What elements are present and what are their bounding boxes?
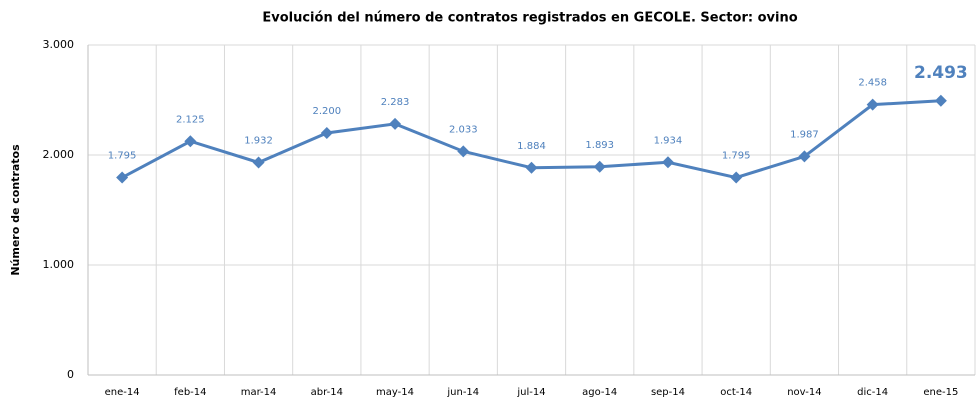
marker bbox=[866, 98, 879, 111]
data-label: 1.795 bbox=[722, 151, 751, 162]
x-tick-label: ene-14 bbox=[105, 387, 140, 398]
marker bbox=[798, 150, 811, 163]
data-label: 2.200 bbox=[312, 106, 341, 117]
data-label: 1.932 bbox=[244, 135, 273, 146]
y-tick-label: 3.000 bbox=[43, 38, 75, 51]
data-label: 1.934 bbox=[654, 135, 683, 146]
x-tick-label: may-14 bbox=[376, 387, 414, 398]
x-tick-label: abr-14 bbox=[311, 387, 343, 398]
marker bbox=[184, 135, 197, 148]
x-tick-label: ene-15 bbox=[923, 387, 958, 398]
x-tick-label: jul-14 bbox=[516, 387, 545, 398]
data-label: 2.033 bbox=[449, 124, 478, 135]
y-tick-label: 0 bbox=[67, 368, 74, 381]
data-label: 2.125 bbox=[176, 114, 205, 125]
marker bbox=[320, 127, 333, 139]
data-label: 1.987 bbox=[790, 129, 819, 140]
data-label: 2.493 bbox=[914, 63, 968, 83]
data-label: 1.884 bbox=[517, 141, 546, 152]
y-tick-label: 2.000 bbox=[43, 148, 75, 161]
marker bbox=[730, 171, 743, 184]
marker bbox=[661, 156, 674, 169]
chart-title: Evolución del número de contratos regist… bbox=[262, 11, 797, 26]
y-axis-label: Número de contratos bbox=[9, 144, 22, 276]
data-label: 2.283 bbox=[381, 97, 410, 108]
data-label: 2.458 bbox=[858, 78, 887, 89]
marker bbox=[252, 156, 265, 169]
x-tick-label: feb-14 bbox=[174, 387, 206, 398]
marker bbox=[593, 160, 606, 173]
x-tick-label: mar-14 bbox=[241, 387, 277, 398]
x-tick-label: sep-14 bbox=[651, 387, 685, 398]
x-tick-label: jun-14 bbox=[446, 387, 479, 398]
marker bbox=[934, 94, 947, 107]
x-tick-label: nov-14 bbox=[787, 387, 821, 398]
x-tick-label: ago-14 bbox=[582, 387, 617, 398]
marker bbox=[116, 171, 129, 184]
x-tick-label: dic-14 bbox=[857, 387, 888, 398]
marker bbox=[457, 145, 470, 158]
marker bbox=[525, 161, 538, 174]
marker bbox=[389, 117, 402, 130]
y-tick-label: 1.000 bbox=[43, 258, 75, 271]
x-tick-label: oct-14 bbox=[720, 387, 752, 398]
data-label: 1.795 bbox=[108, 151, 137, 162]
data-label: 1.893 bbox=[585, 140, 614, 151]
